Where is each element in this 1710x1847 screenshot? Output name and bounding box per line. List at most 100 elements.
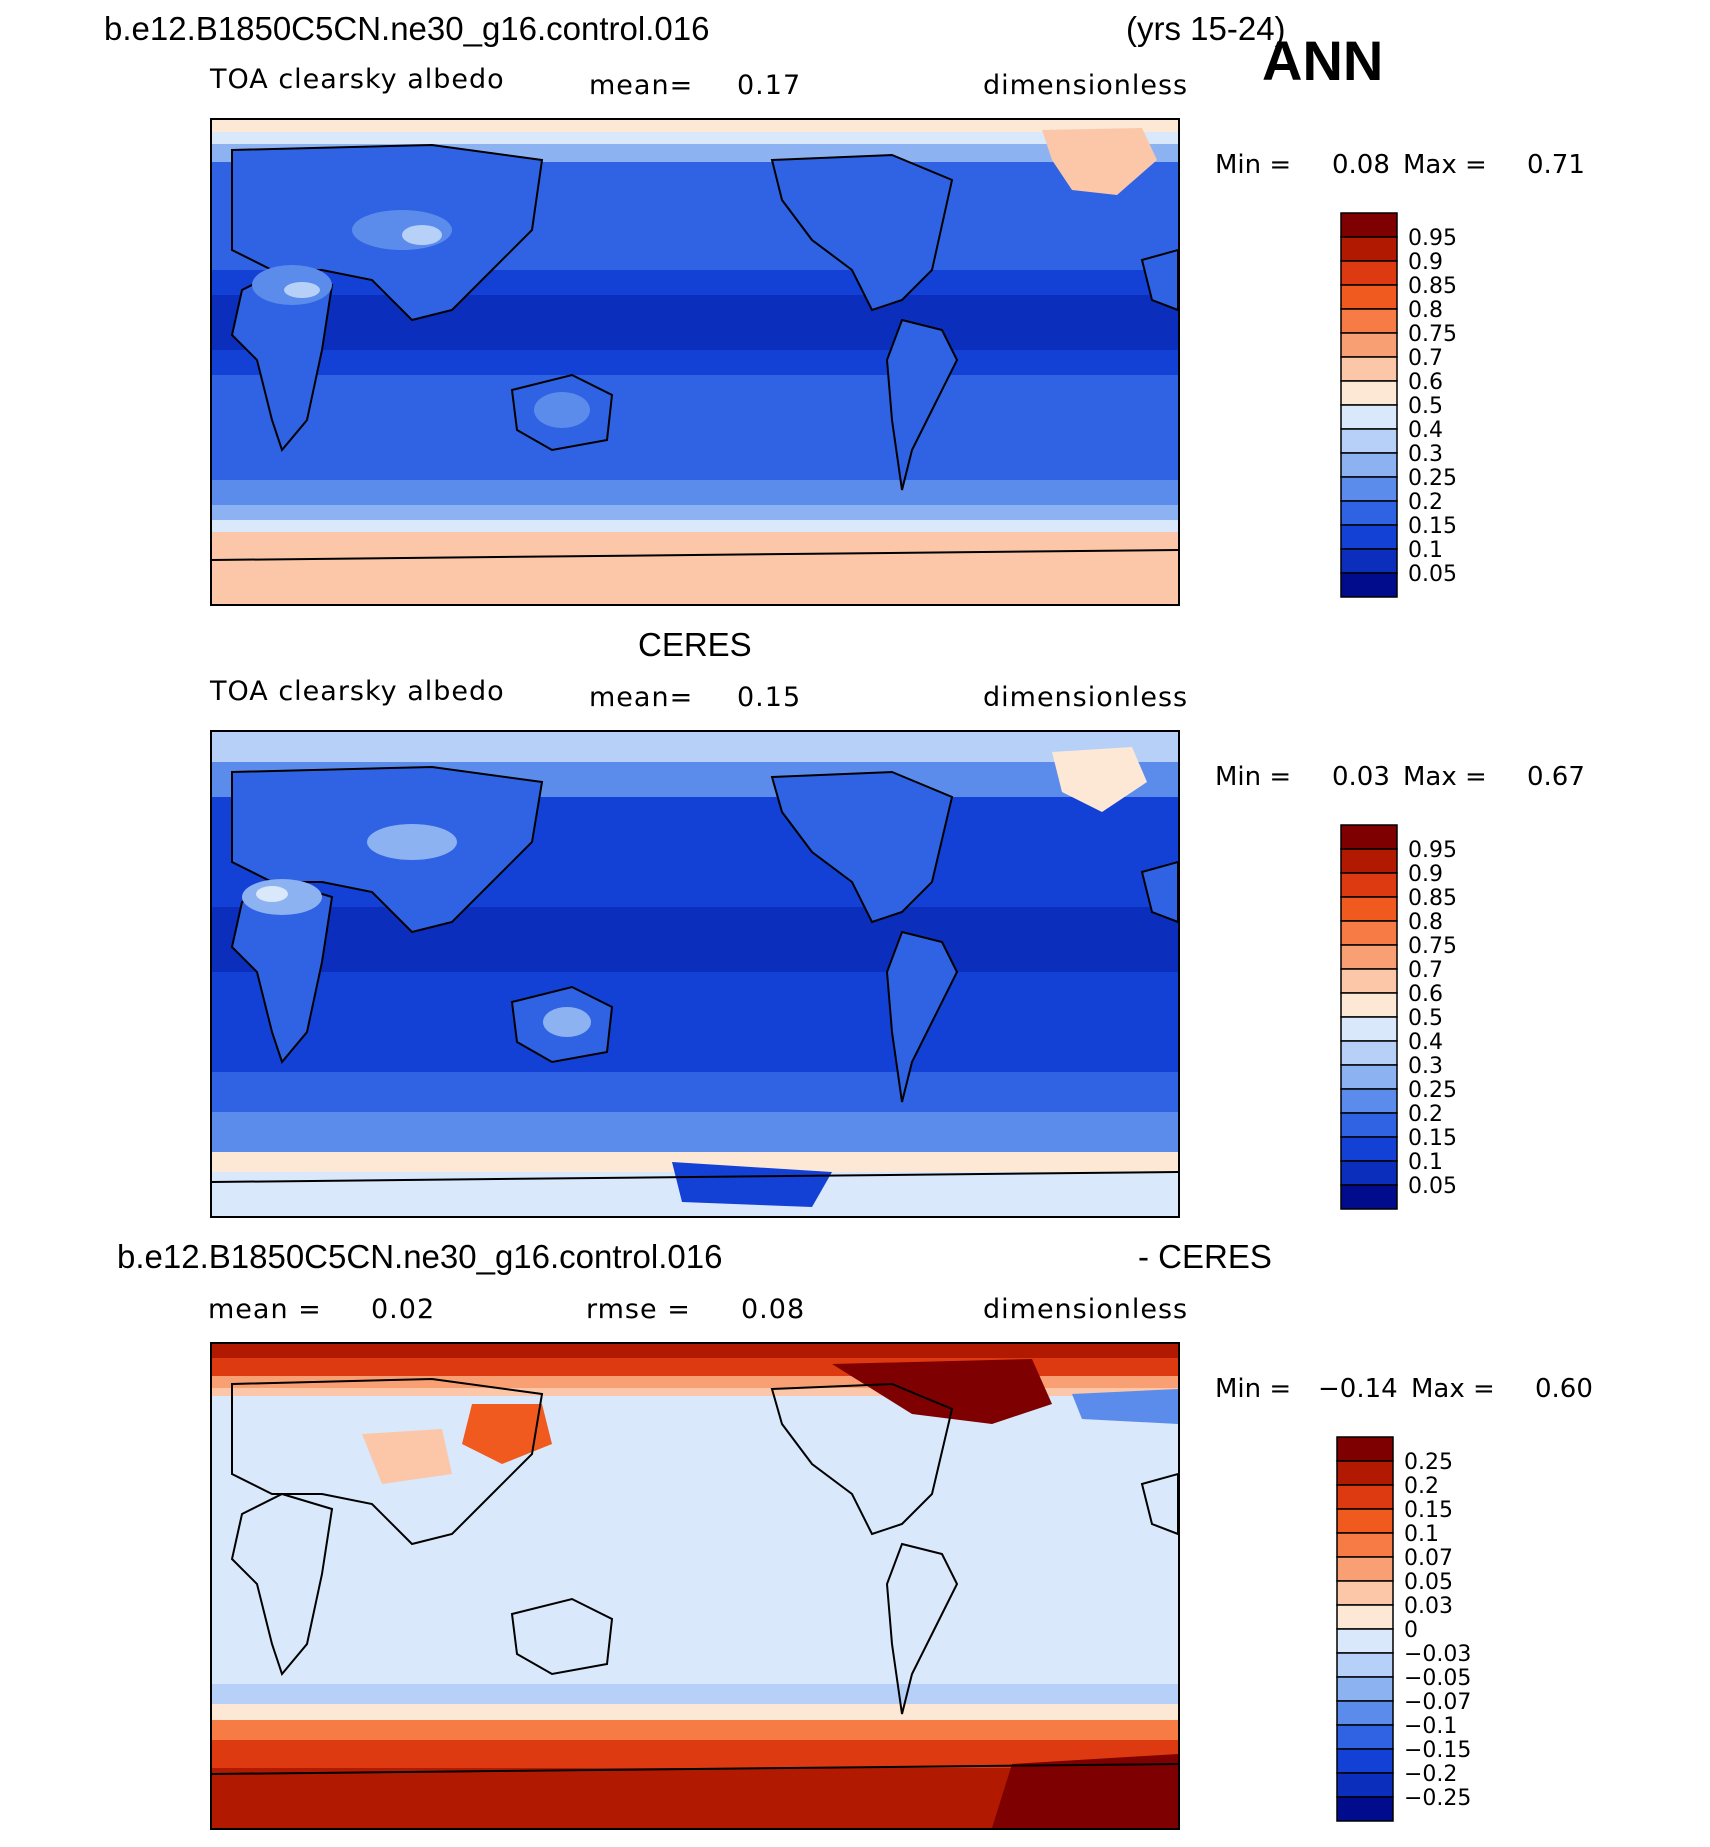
colorbar-swatch	[1340, 1040, 1398, 1066]
colorbar-label: 0.03	[1404, 1594, 1453, 1619]
colorbar-swatch	[1340, 944, 1398, 970]
colorbar-label: 0.05	[1404, 1570, 1453, 1595]
colorbar-swatch	[1340, 428, 1398, 454]
colorbar-swatch	[1340, 824, 1398, 850]
colorbar-swatch	[1336, 1796, 1394, 1822]
colorbar-label: −0.25	[1404, 1786, 1471, 1811]
panel3-min-label: Min =	[1215, 1374, 1292, 1404]
colorbar-label: 0.9	[1408, 862, 1443, 887]
colorbar-label: 0.85	[1408, 886, 1457, 911]
panel2-title: CERES	[638, 626, 752, 663]
colorbar-swatch	[1340, 896, 1398, 922]
colorbar-swatch	[1340, 1160, 1398, 1186]
colorbar-swatch	[1336, 1652, 1394, 1678]
colorbar-label: 0.2	[1408, 490, 1443, 515]
panel1-min-label: Min =	[1215, 150, 1292, 180]
colorbar-swatch	[1340, 236, 1398, 262]
years-label: (yrs 15-24)	[1126, 10, 1286, 47]
colorbar-swatch	[1340, 848, 1398, 874]
panel3-units: dimensionless	[983, 1294, 1189, 1325]
colorbar-swatch	[1336, 1604, 1394, 1630]
colorbar-swatch	[1336, 1436, 1394, 1462]
colorbar-swatch	[1340, 992, 1398, 1018]
colorbar-swatch	[1336, 1508, 1394, 1534]
season-label: ANN	[1262, 29, 1384, 92]
panel3-map-svg	[212, 1344, 1178, 1828]
panel3-rmse-value: 0.08	[741, 1294, 806, 1325]
colorbar-label: −0.05	[1404, 1666, 1471, 1691]
colorbar-label: 0.1	[1404, 1522, 1439, 1547]
colorbar-label: 0.25	[1408, 1078, 1457, 1103]
panel2-max-label: Max =	[1403, 762, 1487, 792]
colorbar-label: −0.1	[1404, 1714, 1457, 1739]
colorbar-swatch	[1340, 1088, 1398, 1114]
colorbar-swatch	[1340, 380, 1398, 406]
panel2-units: dimensionless	[983, 682, 1189, 713]
colorbar-label: 0.75	[1408, 934, 1457, 959]
colorbar-swatch	[1336, 1532, 1394, 1558]
panel2-min-label: Min =	[1215, 762, 1292, 792]
panel2-min-value: 0.03	[1332, 762, 1390, 792]
colorbar-swatch	[1340, 332, 1398, 358]
colorbar-swatch	[1340, 524, 1398, 550]
panel1-mean-value: 0.17	[737, 70, 802, 101]
panel2-colorbar: 0.95 0.9 0.85 0.8 0.75 0.7 0.6 0.5 0.4 0.3 0.25 0.2…	[1340, 824, 1520, 1212]
colorbar-label: 0.3	[1408, 442, 1443, 467]
panel3-mean-value: 0.02	[371, 1294, 436, 1325]
colorbar-swatch	[1340, 1136, 1398, 1162]
case-title: b.e12.B1850C5CN.ne30_g16.control.016	[104, 10, 710, 47]
colorbar-label: 0.15	[1408, 1126, 1457, 1151]
panel1-mean-label: mean=	[589, 70, 694, 101]
panel3-max-value: 0.60	[1535, 1374, 1593, 1404]
panel3-rmse-label: rmse =	[586, 1294, 691, 1325]
colorbar-swatch	[1340, 500, 1398, 526]
colorbar-label: 0.6	[1408, 982, 1443, 1007]
panel3-min-value: −0.14	[1318, 1374, 1398, 1404]
colorbar-label: 0.25	[1404, 1450, 1453, 1475]
colorbar-label: 0.2	[1408, 1102, 1443, 1127]
panel3-mean-label: mean =	[208, 1294, 322, 1325]
panel3-title-left: b.e12.B1850C5CN.ne30_g16.control.016	[117, 1238, 723, 1275]
colorbar-swatch	[1340, 1064, 1398, 1090]
panel2-map	[210, 730, 1180, 1218]
panel2-max-value: 0.67	[1527, 762, 1585, 792]
colorbar-label: 0.25	[1408, 466, 1457, 491]
colorbar-swatch	[1340, 476, 1398, 502]
panel1-max-value: 0.71	[1527, 150, 1585, 180]
colorbar-label: 0.1	[1408, 1150, 1443, 1175]
colorbar-swatch	[1340, 308, 1398, 334]
colorbar-swatch	[1336, 1580, 1394, 1606]
colorbar-swatch	[1336, 1748, 1394, 1774]
colorbar-swatch	[1336, 1460, 1394, 1486]
colorbar-label: −0.15	[1404, 1738, 1471, 1763]
colorbar-label: 0.95	[1408, 226, 1457, 251]
panel1-variable: TOA clearsky albedo	[210, 64, 505, 95]
colorbar-label: 0.5	[1408, 1006, 1443, 1031]
panel1-max-label: Max =	[1403, 150, 1487, 180]
colorbar-label: 0.7	[1408, 346, 1443, 371]
colorbar-label: −0.2	[1404, 1762, 1457, 1787]
colorbar-label: 0.8	[1408, 298, 1443, 323]
colorbar-label: 0.85	[1408, 274, 1457, 299]
colorbar-label: 0.07	[1404, 1546, 1453, 1571]
colorbar-label: 0.95	[1408, 838, 1457, 863]
panel1-map-svg	[212, 120, 1178, 604]
colorbar-swatch	[1340, 356, 1398, 382]
colorbar-swatch	[1340, 872, 1398, 898]
colorbar-label: 0.15	[1404, 1498, 1453, 1523]
colorbar-swatch	[1340, 1016, 1398, 1042]
panel1-map	[210, 118, 1180, 606]
colorbar-swatch	[1336, 1556, 1394, 1582]
colorbar-svg: 0.950.90.850.80.750.70.60.50.40.30.250.2…	[1340, 212, 1457, 598]
colorbar-label: 0.6	[1408, 370, 1443, 395]
colorbar-swatch	[1340, 548, 1398, 574]
colorbar-swatch	[1336, 1772, 1394, 1798]
colorbar-swatch	[1340, 572, 1398, 598]
colorbar-label: 0.15	[1408, 514, 1457, 539]
panel2-variable: TOA clearsky albedo	[210, 676, 505, 707]
colorbar-swatch	[1340, 260, 1398, 286]
colorbar-swatch	[1340, 452, 1398, 478]
colorbar-swatch	[1340, 968, 1398, 994]
colorbar-label: 0.7	[1408, 958, 1443, 983]
colorbar-swatch	[1336, 1628, 1394, 1654]
